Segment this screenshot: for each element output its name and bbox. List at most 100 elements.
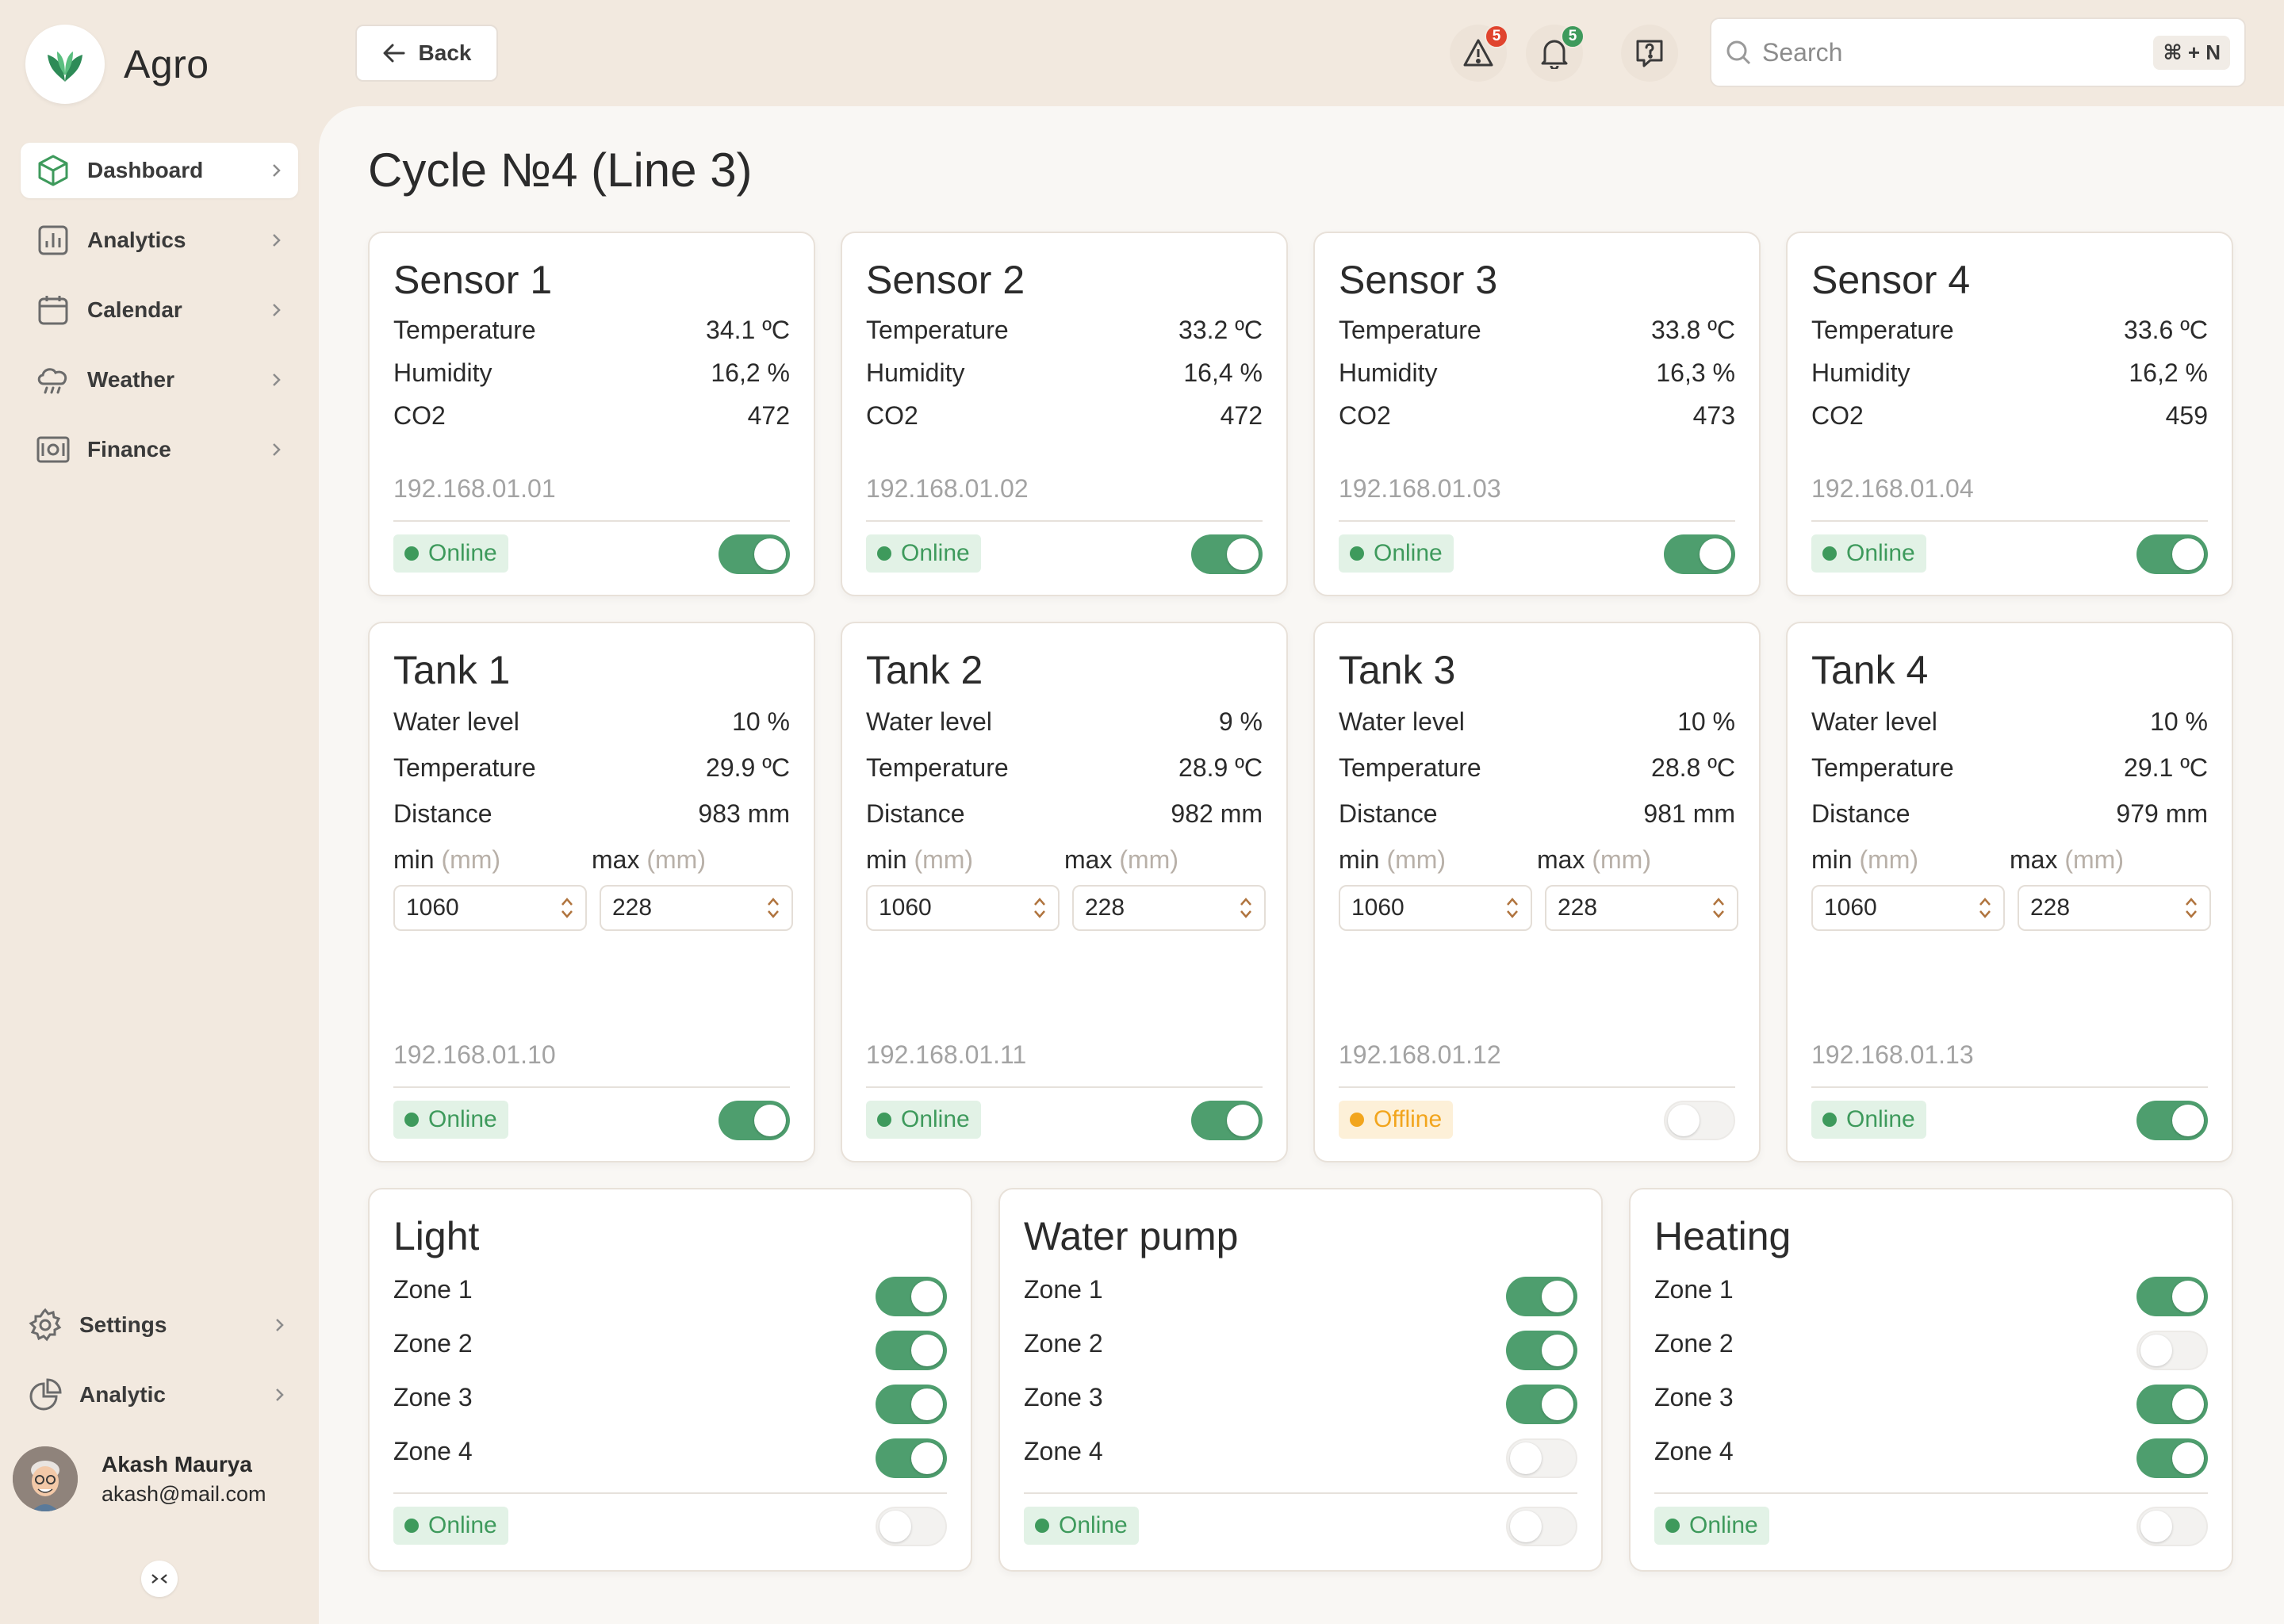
enable-toggle[interactable] bbox=[1506, 1507, 1577, 1546]
status-dot bbox=[1035, 1519, 1049, 1533]
zone-toggle[interactable] bbox=[1506, 1331, 1577, 1370]
stepper-arrows-icon[interactable] bbox=[1033, 896, 1047, 920]
status-badge: Online bbox=[1339, 534, 1454, 573]
sidebar-item-analytic[interactable]: Analytic bbox=[14, 1367, 300, 1423]
status-badge: Online bbox=[866, 534, 981, 573]
toggle-knob bbox=[1700, 538, 1731, 570]
secondary-nav: Settings Analytic bbox=[14, 1297, 300, 1437]
main-nav: Dashboard Analytics Calendar bbox=[21, 143, 298, 492]
min-stepper[interactable]: 1060 bbox=[393, 885, 587, 931]
toggle-knob bbox=[2140, 1335, 2172, 1366]
reading-value: 33.6 ºC bbox=[2124, 316, 2208, 344]
enable-toggle[interactable] bbox=[719, 1101, 790, 1140]
unit-label: (mm) bbox=[2064, 845, 2124, 874]
reading-row: Humidity 16,4 % bbox=[866, 358, 1263, 388]
zone-toggle[interactable] bbox=[876, 1385, 947, 1424]
min-stepper[interactable]: 1060 bbox=[1811, 885, 2005, 931]
zone-toggle[interactable] bbox=[876, 1331, 947, 1370]
chevron-right-icon bbox=[273, 164, 281, 177]
card-title: Tank 1 bbox=[393, 648, 511, 692]
enable-toggle[interactable] bbox=[1664, 1101, 1735, 1140]
max-stepper[interactable]: 228 bbox=[1072, 885, 1266, 931]
reading-label: Temperature bbox=[393, 316, 536, 344]
enable-toggle[interactable] bbox=[2136, 1507, 2208, 1546]
user-profile[interactable]: Akash Maurya akash@mail.com bbox=[13, 1446, 266, 1511]
max-stepper[interactable]: 228 bbox=[2018, 885, 2211, 931]
zone-label: Zone 4 bbox=[1654, 1437, 1734, 1465]
enable-toggle[interactable] bbox=[2136, 534, 2208, 574]
status-dot bbox=[877, 1113, 891, 1127]
stepper-arrows-icon[interactable] bbox=[1711, 896, 1726, 920]
enable-toggle[interactable] bbox=[2136, 1101, 2208, 1140]
min-label: min bbox=[1339, 845, 1380, 874]
tank-card: Tank 2 Water level 9 % Temperature 28.9 ºC… bbox=[841, 622, 1288, 1162]
zone-toggle[interactable] bbox=[876, 1277, 947, 1316]
toggle-knob bbox=[1510, 1511, 1542, 1542]
reading-label: Humidity bbox=[393, 358, 492, 387]
enable-toggle[interactable] bbox=[1664, 534, 1735, 574]
unit-label: (mm) bbox=[646, 845, 706, 874]
sidebar-item-settings[interactable]: Settings bbox=[14, 1297, 300, 1353]
max-stepper[interactable]: 228 bbox=[1545, 885, 1738, 931]
enable-toggle[interactable] bbox=[719, 534, 790, 574]
min-stepper[interactable]: 1060 bbox=[1339, 885, 1532, 931]
stepper-arrows-icon[interactable] bbox=[1505, 896, 1519, 920]
sensor-card: Sensor 4 Temperature 33.6 ºC Humidity 16,2… bbox=[1786, 232, 2233, 596]
reading-row: Humidity 16,3 % bbox=[1339, 358, 1735, 388]
search-input[interactable] bbox=[1762, 37, 2154, 67]
toggle-knob bbox=[754, 538, 786, 570]
zone-toggle[interactable] bbox=[2136, 1331, 2208, 1370]
unit-label: (mm) bbox=[441, 845, 501, 874]
divider bbox=[393, 1492, 947, 1494]
enable-toggle[interactable] bbox=[1191, 1101, 1263, 1140]
zone-label: Zone 1 bbox=[393, 1275, 473, 1304]
max-stepper[interactable]: 228 bbox=[600, 885, 793, 931]
brand[interactable]: Agro bbox=[25, 25, 209, 104]
sidebar-item-dashboard[interactable]: Dashboard bbox=[21, 143, 298, 198]
divider bbox=[1811, 520, 2208, 522]
notifications-button[interactable]: 5 bbox=[1526, 25, 1585, 82]
tank-card: Tank 4 Water level 10 % Temperature 29.1 º… bbox=[1786, 622, 2233, 1162]
reading-label: Humidity bbox=[866, 358, 965, 387]
enable-toggle[interactable] bbox=[876, 1507, 947, 1546]
zone-toggle[interactable] bbox=[1506, 1438, 1577, 1478]
status-badge: Online bbox=[1811, 534, 1926, 573]
reading-value: 979 mm bbox=[2116, 799, 2208, 828]
alerts-button[interactable]: 5 bbox=[1450, 25, 1508, 82]
divider bbox=[1024, 1492, 1577, 1494]
reading-value: 982 mm bbox=[1171, 799, 1263, 828]
zone-toggle[interactable] bbox=[1506, 1277, 1577, 1316]
zone-toggle[interactable] bbox=[876, 1438, 947, 1478]
reading-value: 472 bbox=[1220, 401, 1263, 430]
zone-toggle[interactable] bbox=[2136, 1277, 2208, 1316]
user-name: Akash Maurya bbox=[102, 1451, 252, 1477]
enable-toggle[interactable] bbox=[1191, 534, 1263, 574]
stepper-arrows-icon[interactable] bbox=[2184, 896, 2198, 920]
stepper-arrows-icon[interactable] bbox=[1239, 896, 1253, 920]
help-button[interactable] bbox=[1621, 25, 1678, 82]
zone-toggle[interactable] bbox=[1506, 1385, 1577, 1424]
zone-label: Zone 3 bbox=[1024, 1383, 1103, 1411]
min-stepper[interactable]: 1060 bbox=[866, 885, 1060, 931]
min-value: 1060 bbox=[406, 894, 459, 921]
reading-label: CO2 bbox=[1339, 401, 1391, 430]
stepper-arrows-icon[interactable] bbox=[560, 896, 574, 920]
zone-toggle[interactable] bbox=[2136, 1438, 2208, 1478]
toggle-knob bbox=[1542, 1388, 1573, 1420]
zone-toggle[interactable] bbox=[2136, 1385, 2208, 1424]
sidebar-item-weather[interactable]: Weather bbox=[21, 352, 298, 408]
search-bar[interactable]: ⌘ + N bbox=[1710, 17, 2246, 87]
sidebar-item-finance[interactable]: Finance bbox=[21, 422, 298, 477]
card-title: Sensor 1 bbox=[393, 258, 553, 302]
sidebar-item-analytics[interactable]: Analytics bbox=[21, 213, 298, 268]
status-label: Online bbox=[901, 540, 970, 566]
stepper-arrows-icon[interactable] bbox=[766, 896, 780, 920]
sidebar-item-calendar[interactable]: Calendar bbox=[21, 282, 298, 338]
back-button[interactable]: Back bbox=[355, 25, 498, 82]
status-dot bbox=[1350, 1113, 1364, 1127]
stepper-arrows-icon[interactable] bbox=[1978, 896, 1992, 920]
reading-row: Water level 10 % bbox=[1811, 707, 2208, 737]
status-badge: Online bbox=[1811, 1101, 1926, 1139]
status-label: Online bbox=[901, 1106, 970, 1132]
collapse-sidebar-button[interactable] bbox=[141, 1561, 178, 1597]
